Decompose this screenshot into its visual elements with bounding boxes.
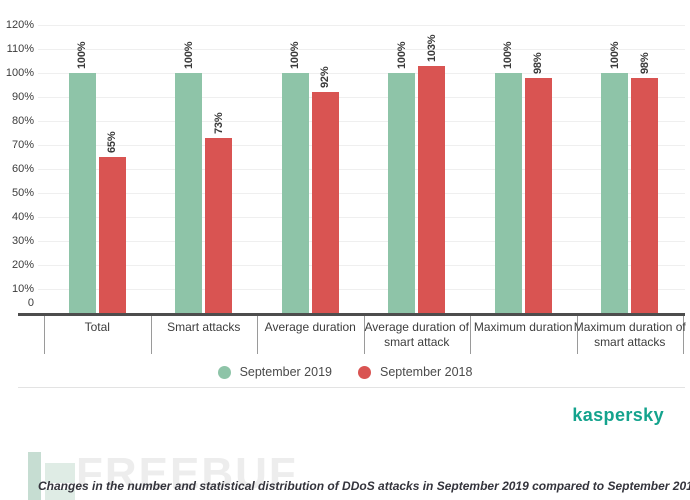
bar-september-2019 — [68, 73, 96, 313]
x-axis-line — [18, 313, 685, 316]
gridline — [38, 265, 685, 266]
y-axis-tick-label: 80% — [11, 115, 34, 127]
bar-value-label: 92% — [319, 66, 332, 89]
y-axis-tick-label: 30% — [11, 235, 34, 247]
bar-september-2019 — [281, 73, 309, 313]
bar-value-label: 98% — [532, 52, 545, 74]
freebuf-logo-bar-icon — [28, 452, 41, 500]
y-axis-tick-label: 90% — [11, 91, 34, 103]
category-label: Total — [84, 320, 110, 334]
bar-september-2018 — [418, 65, 446, 313]
bar-value-label: 100% — [502, 41, 515, 69]
freebuf-watermark: FREEBUF — [76, 449, 298, 498]
bar-september-2018 — [205, 137, 233, 313]
gridline — [38, 289, 685, 290]
category-label: Average duration — [264, 320, 356, 334]
bar-value-label: 100% — [76, 41, 89, 69]
category-label: Maximum duration — [473, 320, 573, 334]
gridline — [38, 217, 685, 218]
bar-september-2018 — [631, 77, 659, 313]
gridline — [38, 169, 685, 170]
y-axis-tick-label: 20% — [11, 259, 34, 271]
y-axis-tick-label: 60% — [11, 163, 34, 175]
bar-september-2018 — [524, 77, 552, 313]
y-axis-tick-label: 10% — [11, 283, 34, 295]
bar-value-label: 103% — [425, 34, 438, 62]
gridline — [38, 241, 685, 242]
bar-september-2019 — [494, 73, 522, 313]
category-divider — [470, 316, 471, 354]
plot-area: 0 10% 20% 30% 40% 50% 60% 70% 80% 90% 100% 110% 120%… — [5, 19, 686, 354]
gridline — [38, 145, 685, 146]
category-divider — [683, 316, 684, 354]
category-divider — [363, 316, 365, 354]
gridline — [38, 121, 685, 122]
bar-value-label: 98% — [638, 52, 651, 74]
legend-swatch-2019 — [217, 365, 231, 379]
bar-value-label: 100% — [182, 41, 195, 69]
bar-september-2018 — [98, 157, 126, 313]
legend-item-2019: September 2019 — [217, 365, 332, 379]
freebuf-logo-block-icon — [45, 489, 75, 500]
y-axis-tick-label: 100% — [5, 67, 34, 79]
y-axis-tick-label: 70% — [11, 139, 34, 151]
category-label: Maximum duration of smart attacks — [573, 320, 686, 349]
category-divider — [44, 316, 45, 354]
bar-value-label: 100% — [289, 41, 302, 69]
y-axis-tick-label: 0 — [27, 297, 34, 309]
chart-legend: September 2019 September 2018 — [0, 361, 690, 383]
bar-september-2019 — [388, 73, 416, 313]
kaspersky-logo: kaspersky — [572, 405, 664, 425]
gridline — [38, 73, 685, 74]
y-axis-tick-label: 40% — [11, 211, 34, 223]
y-axis-tick-label: 120% — [5, 19, 34, 31]
bar-value-label: 100% — [608, 41, 621, 69]
gridline — [38, 25, 685, 26]
bar-september-2018 — [311, 92, 339, 313]
figure-caption: Changes in the number and statistical di… — [38, 479, 690, 493]
freebuf-logo-block-icon — [45, 463, 75, 483]
legend-label-2019: September 2019 — [239, 365, 332, 379]
category-label: Average duration of smart attack — [364, 320, 470, 349]
bar-september-2019 — [175, 73, 203, 313]
gridline — [38, 193, 685, 194]
bar-value-label: 73% — [212, 112, 225, 134]
legend-item-2018: September 2018 — [358, 365, 472, 379]
separator-line — [18, 387, 685, 388]
category-divider — [150, 316, 152, 354]
bar-value-label: 65% — [106, 131, 119, 153]
bar-september-2019 — [601, 73, 629, 313]
category-label: Smart attacks — [167, 320, 241, 334]
category-divider — [257, 316, 258, 354]
legend-label-2018: September 2018 — [380, 365, 473, 379]
gridline — [38, 49, 685, 50]
gridline — [38, 97, 685, 98]
legend-swatch-2018 — [358, 365, 371, 379]
y-axis-tick-label: 110% — [6, 43, 34, 55]
bar-value-label: 100% — [395, 41, 408, 69]
category-divider — [576, 316, 578, 354]
y-axis-tick-label: 50% — [11, 187, 34, 199]
